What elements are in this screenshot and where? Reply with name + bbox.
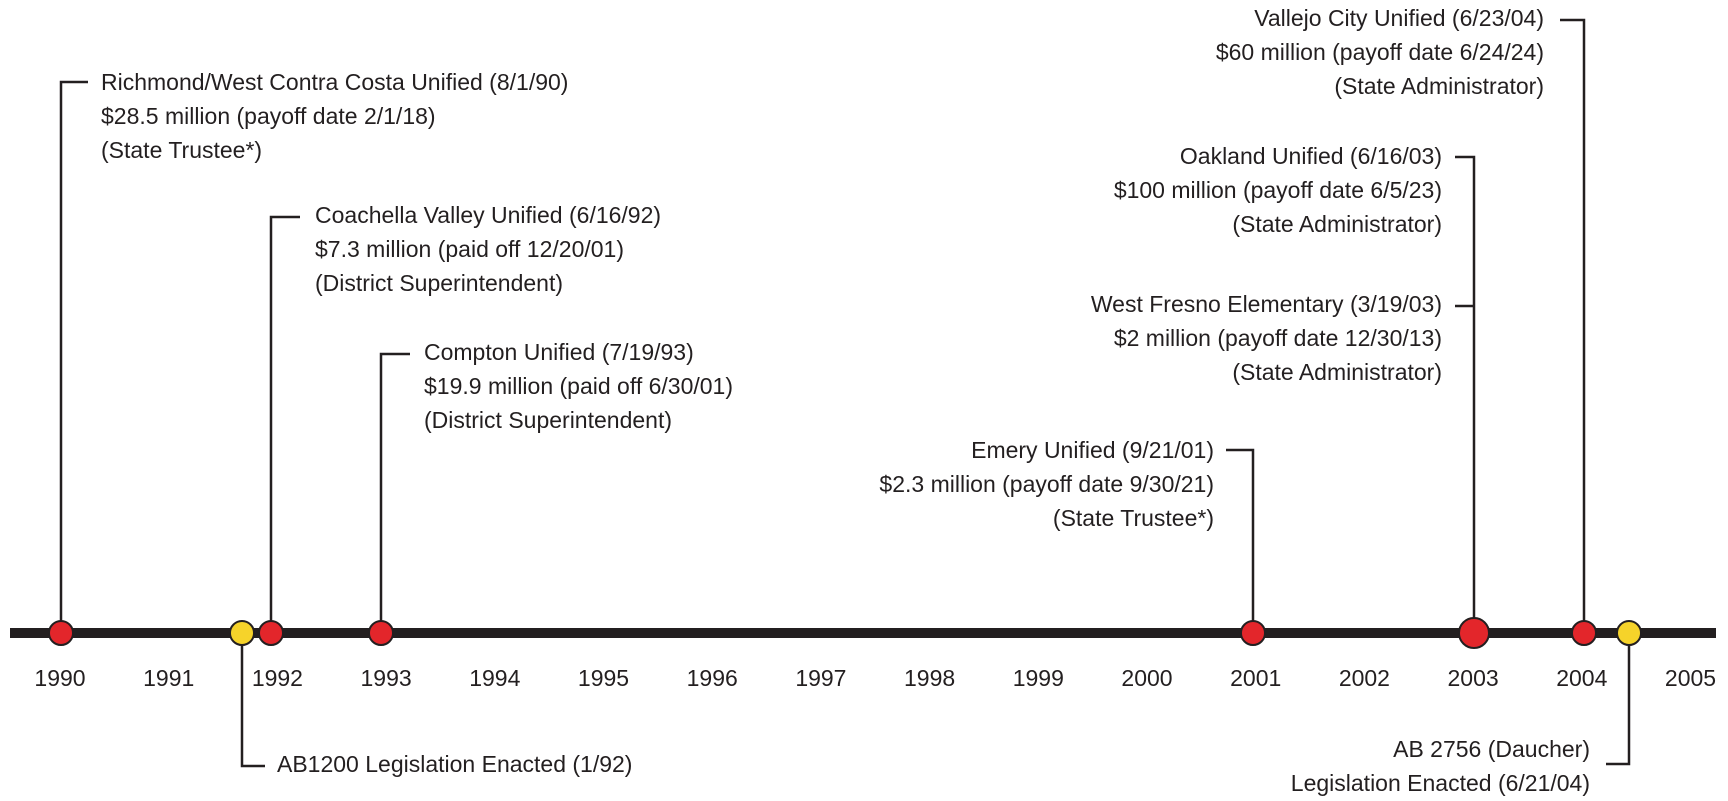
event-text: $19.9 million (paid off 6/30/01) <box>424 373 733 399</box>
event-text: (State Trustee*) <box>1053 505 1214 531</box>
event-text: (State Administrator) <box>1232 211 1442 237</box>
axis-line <box>10 628 1716 638</box>
year-labels: 1990 1991 1992 1993 1994 1995 1996 1997 1998 1999… <box>34 665 1716 691</box>
legislation-dot <box>229 620 255 646</box>
dots <box>48 617 1642 649</box>
year-label: 2004 <box>1556 665 1607 691</box>
connector <box>379 352 410 633</box>
connector <box>1455 155 1476 633</box>
event-text: Oakland Unified (6/16/03) <box>1180 143 1442 169</box>
event-text: $2.3 million (payoff date 9/30/21) <box>879 471 1214 497</box>
event-dot <box>1458 617 1490 649</box>
year-label: 1991 <box>143 665 194 691</box>
event-dot <box>368 620 394 646</box>
legislation-dot <box>1616 620 1642 646</box>
event-text: Vallejo City Unified (6/23/04) <box>1254 5 1544 31</box>
year-label: 2003 <box>1448 665 1499 691</box>
event-text: $7.3 million (paid off 12/20/01) <box>315 236 624 262</box>
event-text: $100 million (payoff date 6/5/23) <box>1114 177 1442 203</box>
connector <box>1560 18 1586 633</box>
event-dot <box>258 620 284 646</box>
year-label: 1999 <box>1013 665 1064 691</box>
year-label: 2002 <box>1339 665 1390 691</box>
year-label: 1992 <box>252 665 303 691</box>
year-label: 1998 <box>904 665 955 691</box>
year-label: 2000 <box>1121 665 1172 691</box>
connector <box>269 215 300 633</box>
event-text: (District Superintendent) <box>424 407 672 433</box>
event-text: $2 million (payoff date 12/30/13) <box>1114 325 1442 351</box>
event-text: AB1200 Legislation Enacted (1/92) <box>277 751 632 777</box>
year-label: 1993 <box>361 665 412 691</box>
event-text: Coachella Valley Unified (6/16/92) <box>315 202 661 228</box>
year-label: 1996 <box>687 665 738 691</box>
year-label: 1990 <box>34 665 85 691</box>
connector <box>1606 633 1631 766</box>
connectors <box>59 18 1631 768</box>
event-dot <box>48 620 74 646</box>
event-text: $28.5 million (payoff date 2/1/18) <box>101 103 436 129</box>
event-text: $60 million (payoff date 6/24/24) <box>1216 39 1544 65</box>
event-text: (District Superintendent) <box>315 270 563 296</box>
event-text: (State Administrator) <box>1232 359 1442 385</box>
connector <box>240 633 265 768</box>
event-text: Compton Unified (7/19/93) <box>424 339 694 365</box>
event-labels: Richmond/West Contra Costa Unified (8/1/… <box>101 5 1590 796</box>
year-label: 2005 <box>1665 665 1716 691</box>
connector <box>59 80 88 633</box>
event-dot <box>1240 620 1266 646</box>
year-label: 1994 <box>469 665 520 691</box>
year-label: 1997 <box>795 665 846 691</box>
event-text: AB 2756 (Daucher) <box>1393 736 1590 762</box>
event-text: Richmond/West Contra Costa Unified (8/1/… <box>101 69 568 95</box>
connector <box>1226 448 1255 633</box>
event-text: (State Trustee*) <box>101 137 262 163</box>
event-text: Legislation Enacted (6/21/04) <box>1291 770 1590 796</box>
year-label: 2001 <box>1230 665 1281 691</box>
event-dot <box>1571 620 1597 646</box>
event-text: (State Administrator) <box>1334 73 1544 99</box>
year-label: 1995 <box>578 665 629 691</box>
event-text: Emery Unified (9/21/01) <box>971 437 1214 463</box>
event-text: West Fresno Elementary (3/19/03) <box>1091 291 1442 317</box>
